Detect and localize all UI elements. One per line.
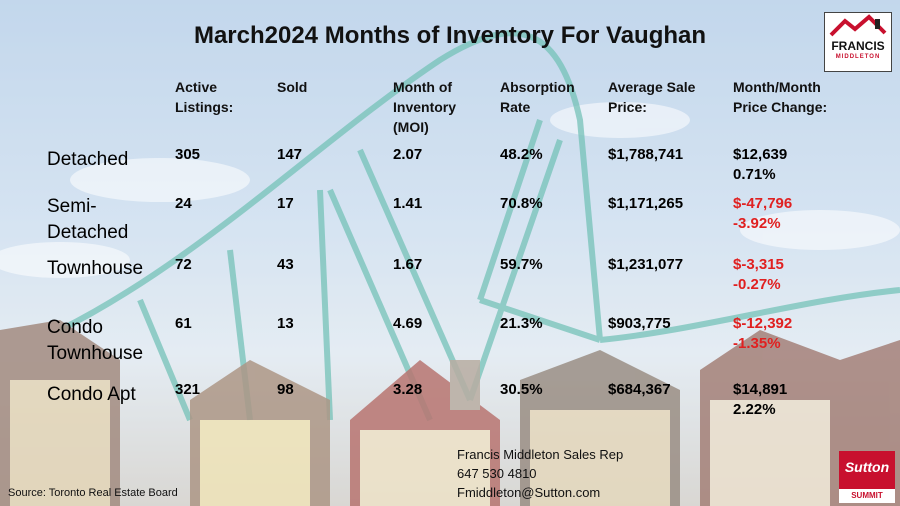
cell-absorption: 30.5% xyxy=(500,381,543,398)
cell-change-amount: $-47,796 xyxy=(733,195,793,212)
header-active-listings: Active Listings: xyxy=(175,79,234,115)
cell-avg-price: $1,171,265 xyxy=(608,195,684,212)
logo-subname: MIDDLETON xyxy=(835,54,881,60)
row-label-semi-detached: Semi- Detached xyxy=(47,196,129,243)
cell-active: 24 xyxy=(175,195,192,212)
cell-change-percent: -1.35% xyxy=(733,335,781,352)
cell-moi: 1.41 xyxy=(393,195,423,212)
row-label-detached: Detached xyxy=(47,149,129,170)
header-sold: Sold xyxy=(277,79,308,95)
contact-phone: 647 530 4810 xyxy=(457,466,537,481)
cell-moi: 3.28 xyxy=(393,381,423,398)
cell-moi: 1.67 xyxy=(393,256,423,273)
cell-change-percent: 2.22% xyxy=(733,401,776,418)
header-absorption-rate: Absorption Rate xyxy=(500,79,575,115)
cell-change-percent: 0.71% xyxy=(733,166,776,183)
contact-email: Fmiddleton@Sutton.com xyxy=(457,485,601,500)
cell-avg-price: $684,367 xyxy=(608,381,671,398)
cell-avg-price: $1,788,741 xyxy=(608,146,684,163)
cell-change-amount: $14,891 xyxy=(733,381,788,398)
cell-active: 321 xyxy=(175,381,201,398)
sutton-logo: Sutton SUMMIT xyxy=(839,451,895,503)
row-label-condo-townhouse: Condo Townhouse xyxy=(47,317,144,364)
header-average-sale-price: Average Sale Price: xyxy=(608,79,696,115)
row-label-condo-apt: Condo Apt xyxy=(47,384,136,405)
row-label-townhouse: Townhouse xyxy=(47,258,144,279)
sutton-logo-sub: SUMMIT xyxy=(839,489,895,503)
cell-sold: 17 xyxy=(277,195,294,212)
cell-avg-price: $1,231,077 xyxy=(608,256,684,273)
slide-title: March2024 Months of Inventory For Vaugha… xyxy=(193,22,707,49)
cell-moi: 2.07 xyxy=(393,146,423,163)
cell-sold: 43 xyxy=(277,256,294,273)
cell-avg-price: $903,775 xyxy=(608,315,671,332)
cell-change-amount: $-12,392 xyxy=(733,315,793,332)
cell-active: 61 xyxy=(175,315,192,332)
source-note: Source: Toronto Real Estate Board xyxy=(8,487,178,499)
cell-change-amount: $-3,315 xyxy=(733,256,784,273)
cell-active: 305 xyxy=(175,146,201,163)
logo-name: FRANCIS xyxy=(831,39,885,53)
cell-absorption: 70.8% xyxy=(500,195,543,212)
cell-absorption: 21.3% xyxy=(500,315,543,332)
cell-sold: 147 xyxy=(277,146,303,163)
francis-middleton-logo: FRANCIS MIDDLETON xyxy=(824,12,892,72)
cell-sold: 13 xyxy=(277,315,294,332)
contact-name: Francis Middleton Sales Rep xyxy=(457,447,624,462)
cell-moi: 4.69 xyxy=(393,315,423,332)
cell-change-percent: -0.27% xyxy=(733,276,781,293)
cell-active: 72 xyxy=(175,256,192,273)
cell-absorption: 59.7% xyxy=(500,256,543,273)
cell-change-percent: -3.92% xyxy=(733,215,781,232)
sutton-logo-name: Sutton xyxy=(844,459,890,475)
cell-change-amount: $12,639 xyxy=(733,146,788,163)
cell-sold: 98 xyxy=(277,381,294,398)
header-price-change: Month/Month Price Change: xyxy=(733,79,828,115)
house-roof-icon xyxy=(829,14,887,37)
cell-absorption: 48.2% xyxy=(500,146,543,163)
header-moi: Month of Inventory (MOI) xyxy=(393,79,457,135)
contact-block: Francis Middleton Sales Rep 647 530 4810… xyxy=(457,445,623,502)
